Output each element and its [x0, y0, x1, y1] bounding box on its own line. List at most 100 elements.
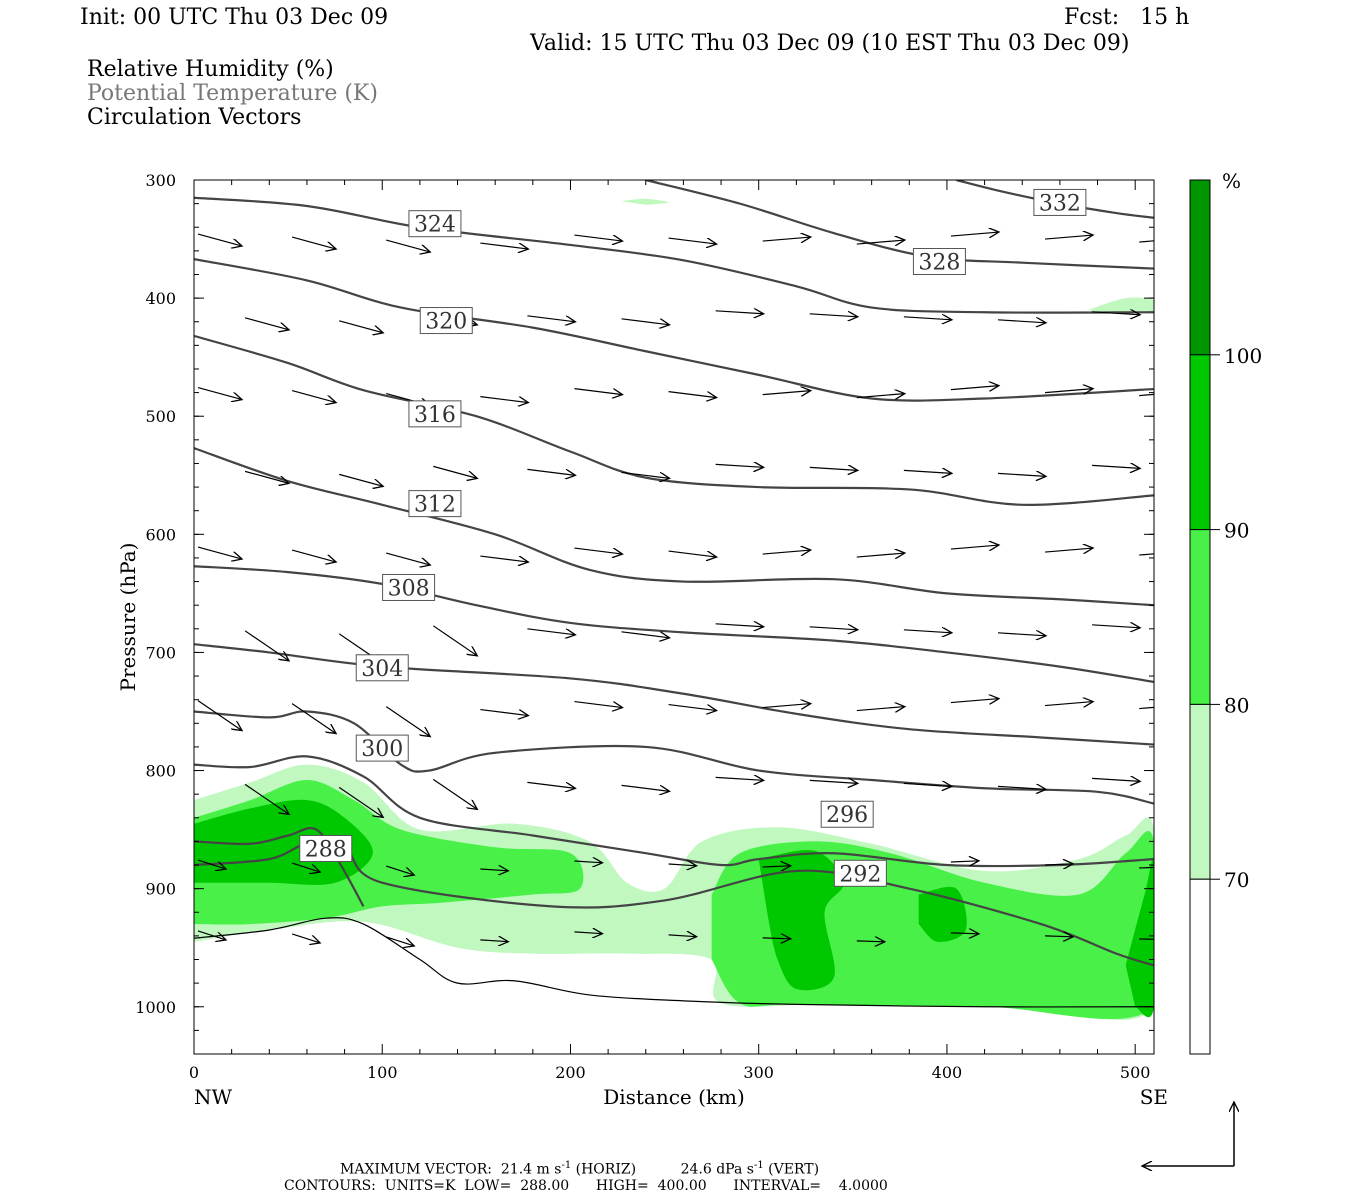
colorbar-level-label: 90 [1224, 519, 1249, 543]
circulation-vector [715, 311, 764, 314]
circulation-vector [386, 865, 414, 875]
circulation-vector [762, 704, 811, 708]
circulation-vector [856, 707, 905, 711]
circulation-vector [950, 545, 999, 549]
colorbar-level-label: 70 [1224, 868, 1249, 892]
circulation-vector [527, 781, 575, 788]
contour-label-308: 308 [388, 576, 430, 601]
circulation-vector [197, 930, 226, 940]
max-vector-line: MAXIMUM VECTOR: 21.4 m s-1 (HORIZ) 24.6 … [340, 1158, 819, 1178]
x-tick-label: 100 [367, 1063, 398, 1082]
circulation-vector [762, 550, 811, 554]
circulation-vector [244, 470, 289, 483]
colorbar-swatch [1189, 179, 1211, 356]
circulation-vector [1092, 625, 1140, 628]
colorbar-level-label: 80 [1224, 693, 1249, 717]
contour-label-box [419, 307, 473, 335]
circulation-vector [338, 786, 383, 817]
circulation-vector [950, 933, 979, 934]
circulation-vector [291, 549, 336, 562]
circulation-vector [574, 547, 622, 554]
circulation-vector [950, 232, 999, 236]
circulation-vector [197, 233, 242, 246]
contour-label-box [408, 210, 462, 238]
circulation-vector [762, 237, 811, 241]
x-tick-label: 300 [743, 1063, 774, 1082]
circulation-vector [621, 784, 670, 791]
reference-vector-icon [1142, 1102, 1234, 1166]
contour-label-324: 324 [414, 213, 456, 238]
circulation-vector [339, 473, 383, 486]
circulation-vector [621, 318, 670, 325]
circulation-vector [291, 703, 336, 734]
contour-label-box [408, 490, 462, 518]
colorbar-swatch [1189, 529, 1211, 705]
theta-contour-328 [645, 180, 1154, 270]
circulation-vector [480, 395, 528, 403]
circulation-vector [197, 700, 242, 731]
circulation-vector [809, 780, 858, 783]
rh-90-100 [758, 849, 844, 991]
circulation-vector [1139, 866, 1154, 869]
colorbar-swatch [1189, 703, 1211, 880]
theta-contour-324 [194, 196, 1154, 314]
circulation-vector [197, 859, 226, 869]
x-tick-label: 500 [1120, 1063, 1151, 1082]
contour-label-300: 300 [361, 737, 403, 762]
circulation-vector [621, 631, 670, 638]
theta-contour-308 [194, 565, 1154, 684]
theta-contour-288 [194, 827, 365, 907]
contour-label-box [833, 859, 887, 887]
rh-70-80 [1088, 297, 1154, 314]
circulation-vector [997, 633, 1046, 636]
x-end-label-left: NW [194, 1085, 233, 1109]
circulation-vector [1045, 702, 1093, 706]
circulation-vector [574, 932, 602, 934]
rh-70-80 [621, 198, 669, 205]
theta-contour-296 [194, 755, 1154, 868]
theta-contour-300 [194, 710, 1154, 805]
forecast-hour: Fcst: 15 h [1064, 5, 1190, 30]
y-tick-label: 300 [145, 171, 176, 190]
circulation-vector [291, 236, 336, 249]
circulation-vector [997, 786, 1046, 789]
circulation-vector [1092, 778, 1140, 781]
y-tick-label: 1000 [135, 998, 176, 1017]
circulation-vector [762, 938, 791, 939]
terrain-line [194, 917, 1154, 1008]
max-horiz-unit: (HORIZ) [575, 1161, 637, 1178]
contour-label-box [1033, 188, 1087, 216]
contour-label-box [912, 247, 966, 275]
circulation-vector [856, 941, 885, 942]
max-horiz-value: 21.4 m s [500, 1161, 562, 1178]
colorbar: 100 90 80 70 [1189, 179, 1262, 1055]
contour-label-332: 332 [1039, 191, 1081, 216]
contour-label-320: 320 [425, 310, 467, 335]
circulation-vector [244, 317, 289, 330]
circulation-vector [809, 627, 858, 630]
circulation-vector [715, 624, 764, 627]
circulation-vector [1045, 548, 1093, 552]
contour-label-296: 296 [826, 803, 868, 828]
y-tick-label: 500 [145, 407, 176, 426]
circulation-vector [1139, 553, 1154, 556]
max-vert-value: 24.6 dPa s [680, 1161, 754, 1178]
theta-contours [194, 180, 1154, 967]
circulation-vector [386, 552, 430, 565]
colorbar-unit: % [1222, 169, 1241, 193]
circulation-vector [480, 242, 528, 249]
contour-label-316: 316 [414, 403, 456, 428]
circulation-vector [574, 387, 622, 395]
legend-line-theta: Potential Temperature (K) [87, 81, 378, 106]
circulation-vector [997, 473, 1046, 476]
circulation-vector [903, 470, 952, 473]
x-tick-label: 0 [189, 1063, 199, 1082]
circulation-vector [668, 237, 717, 244]
circulation-vector [856, 394, 905, 398]
y-tick-label: 400 [145, 289, 176, 308]
legend-line-vectors: Circulation Vectors [87, 105, 302, 130]
circulation-vector [480, 555, 528, 562]
max-horiz-exp: -1 [561, 1160, 572, 1171]
circulation-vector [950, 386, 999, 390]
